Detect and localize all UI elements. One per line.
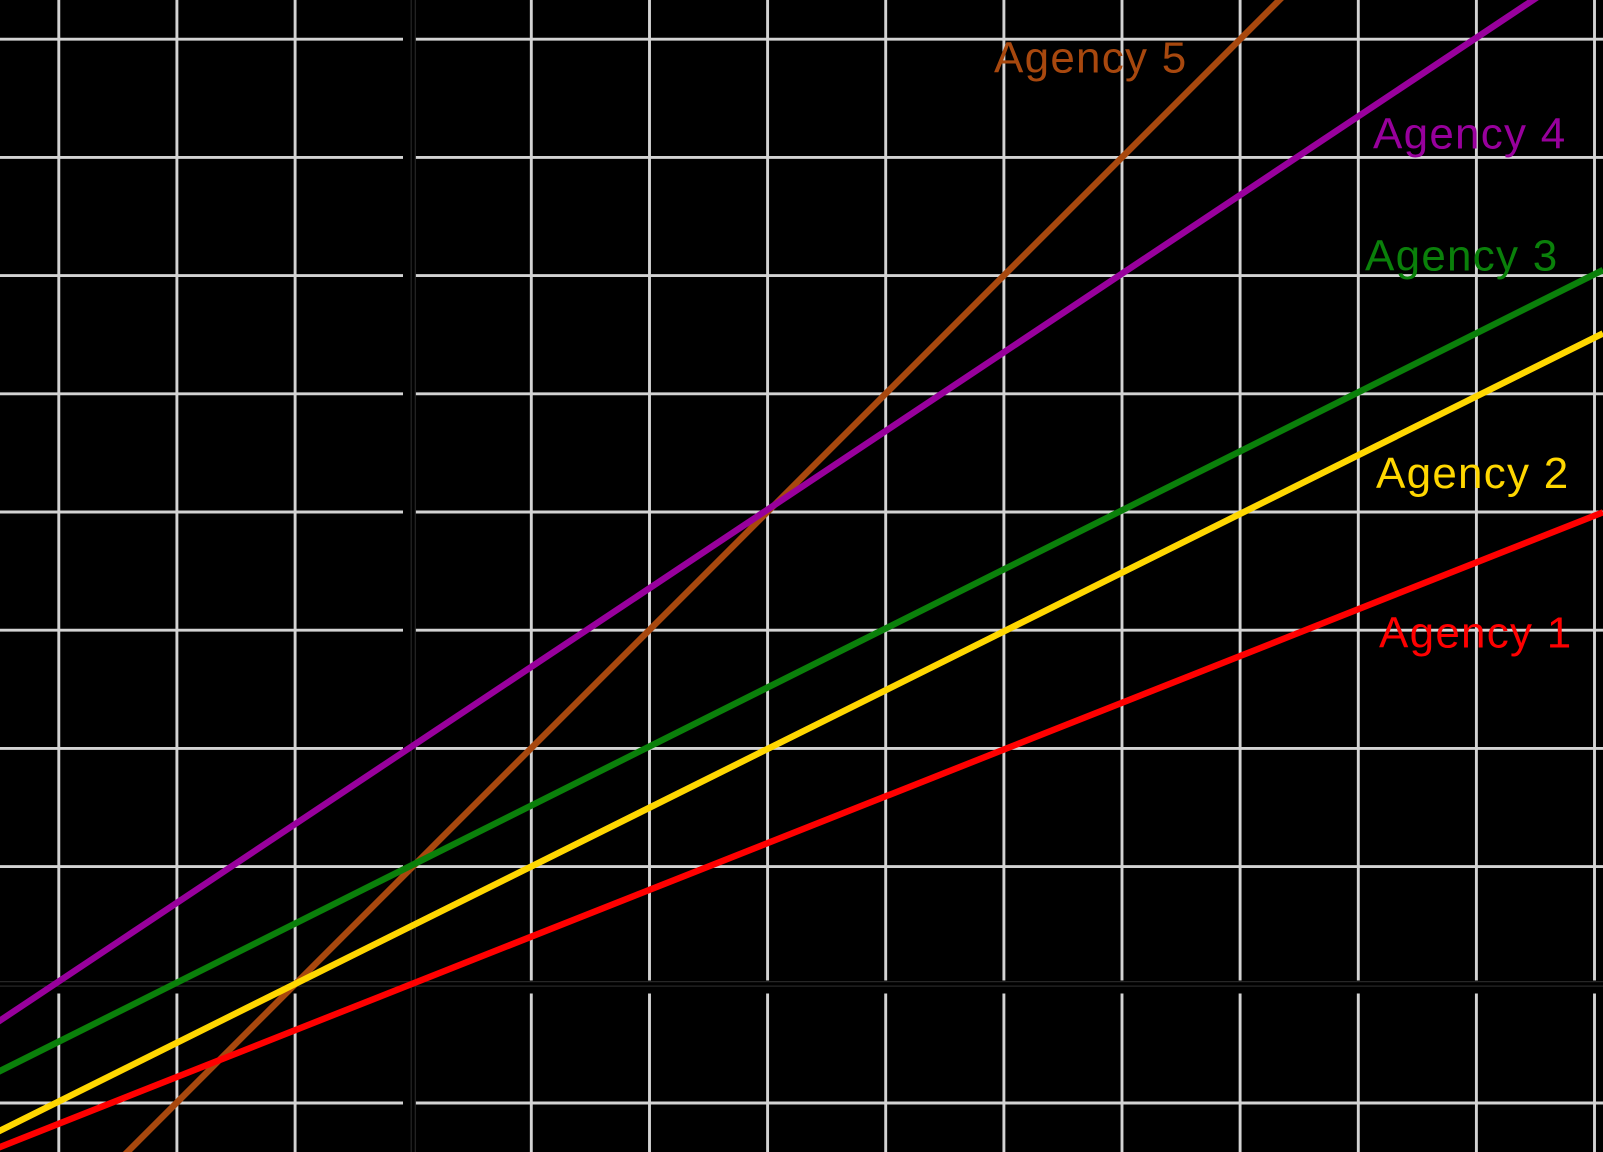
svg-text:Agency 1: Agency 1 xyxy=(1379,608,1572,657)
svg-text:Agency 4: Agency 4 xyxy=(1373,109,1566,158)
svg-text:Agency 2: Agency 2 xyxy=(1376,449,1569,498)
svg-text:Agency 5: Agency 5 xyxy=(994,34,1187,83)
svg-text:Agency 3: Agency 3 xyxy=(1365,232,1558,281)
